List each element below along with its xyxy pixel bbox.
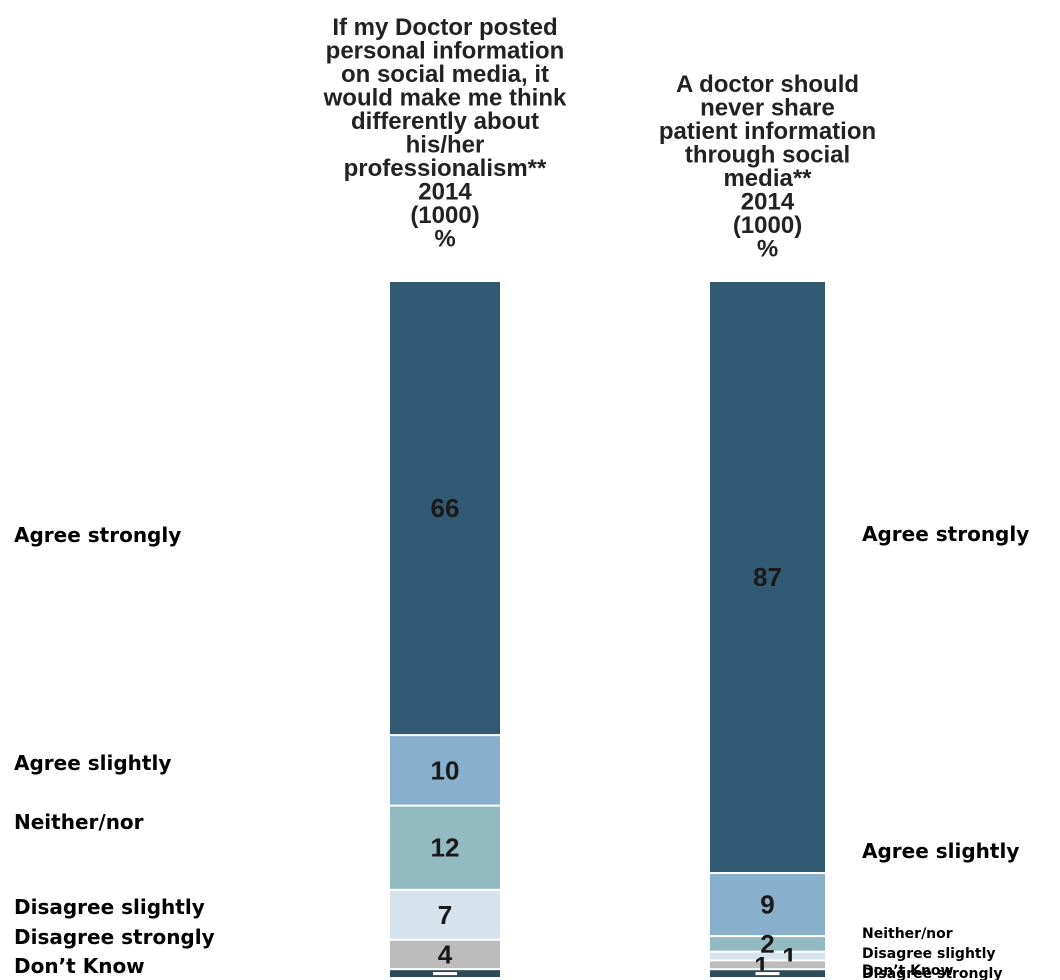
bar-segment-disagree-slightly — [710, 952, 825, 960]
data-label: 87 — [753, 562, 782, 592]
column-title-line: media** — [723, 165, 812, 192]
column-title-line: 2014 — [418, 178, 472, 205]
category-label: Agree slightly — [14, 751, 171, 775]
segment-marker — [755, 972, 780, 976]
category-label: Agree strongly — [862, 522, 1029, 546]
bar-segment-neither-nor — [390, 806, 500, 889]
data-label: 9 — [760, 890, 774, 920]
category-label: Agree strongly — [14, 523, 181, 547]
column-title-line: his/her — [406, 131, 485, 158]
category-label: Don’t Know — [14, 954, 145, 978]
data-label: 4 — [438, 939, 453, 969]
bar-segment-agree-strongly — [390, 282, 500, 735]
category-label: Disagree strongly — [862, 966, 1002, 980]
bar-segment-disagree-strongly — [390, 940, 500, 969]
column-title-line: % — [434, 225, 455, 252]
column-title-line: on social media, it — [341, 61, 549, 88]
column-title-line: (1000) — [410, 202, 479, 229]
column-title-line: personal information — [326, 37, 565, 64]
category-label: Don’t Know — [862, 963, 954, 979]
category-label: Disagree slightly — [14, 895, 205, 919]
category-label: Neither/nor — [14, 810, 144, 834]
data-label: 2 — [760, 929, 774, 959]
column-title-line: never share — [700, 94, 835, 121]
data-label: 12 — [431, 833, 460, 863]
column-title-line: would make me think — [323, 84, 567, 111]
column-title-line: A doctor should — [676, 71, 859, 98]
category-label: Neither/nor — [862, 926, 953, 942]
data-label: 66 — [431, 493, 460, 523]
bar-segment-agree-strongly — [710, 282, 825, 873]
column-title-line: 2014 — [741, 188, 795, 215]
bar-segment-disagree-slightly — [390, 890, 500, 939]
column-title-line: (1000) — [733, 212, 802, 239]
column-title-line: professionalism** — [344, 155, 547, 182]
data-label: 7 — [438, 900, 452, 930]
category-label: Disagree slightly — [862, 946, 996, 962]
bar-segment-agree-slightly — [710, 874, 825, 936]
column-title-line: differently about — [351, 108, 539, 135]
data-label: 10 — [431, 755, 460, 785]
category-label: Disagree strongly — [14, 925, 215, 949]
bar-segment-disagree-strongly — [710, 961, 825, 969]
bar-segment-agree-slightly — [390, 736, 500, 805]
column-title-line: If my Doctor posted — [332, 14, 557, 41]
column-title-line: patient information — [659, 118, 876, 145]
category-label: Agree slightly — [862, 839, 1019, 863]
bar-segment-neither-nor — [710, 937, 825, 951]
column-title-line: through social — [685, 141, 850, 168]
segment-marker — [433, 972, 457, 976]
column-title-line: % — [757, 235, 778, 262]
